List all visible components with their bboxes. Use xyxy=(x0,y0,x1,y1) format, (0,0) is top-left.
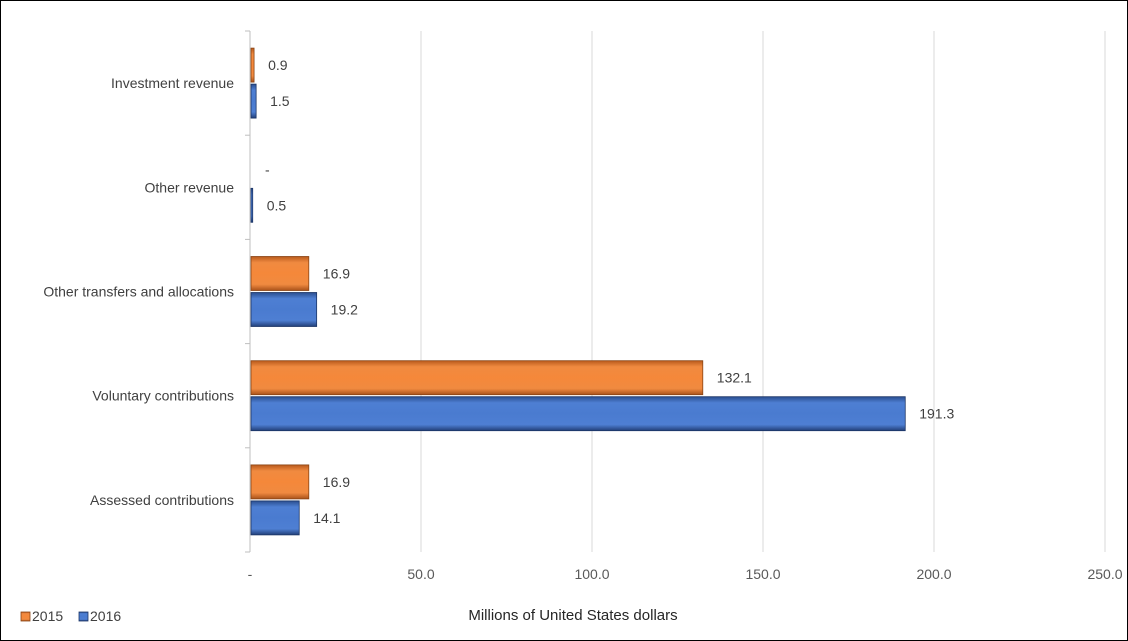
data-label: 14.1 xyxy=(313,510,340,526)
x-tick-label: 200.0 xyxy=(916,566,951,582)
legend: 2015 2016 xyxy=(20,608,121,624)
data-label: 16.9 xyxy=(323,474,350,490)
category-label: Voluntary contributions xyxy=(92,388,234,404)
data-label: 1.5 xyxy=(270,93,290,109)
data-label: 0.9 xyxy=(268,57,288,73)
data-label: 191.3 xyxy=(919,406,954,422)
bar-2016-0 xyxy=(250,500,300,536)
x-tick-label: 50.0 xyxy=(407,566,434,582)
data-label: - xyxy=(265,161,270,177)
legend-label: 2016 xyxy=(90,608,121,624)
gridlines xyxy=(420,31,1106,552)
bar-2015-2 xyxy=(250,256,310,291)
bar-2015-4 xyxy=(250,47,255,83)
category-label: Other revenue xyxy=(145,179,235,195)
bar-2015-0 xyxy=(250,464,310,500)
bar-2016-2 xyxy=(250,292,318,327)
data-label: 16.9 xyxy=(323,266,350,282)
data-label: 132.1 xyxy=(717,370,752,386)
category-labels: Assessed contributions Voluntary contribu… xyxy=(43,75,234,508)
x-tick-label: 250.0 xyxy=(1087,566,1122,582)
bar-2016-4 xyxy=(250,83,257,119)
x-tick-labels: - 50.0 100.0 150.0 200.0 250.0 xyxy=(248,566,1123,582)
bars xyxy=(250,47,906,536)
bar-2016-1 xyxy=(250,396,906,432)
category-label: Other transfers and allocations xyxy=(43,284,234,300)
category-label: Investment revenue xyxy=(111,75,234,91)
data-label: 0.5 xyxy=(267,197,287,213)
bar-2016-3 xyxy=(250,187,254,223)
legend-swatch-2015 xyxy=(20,611,31,622)
x-tick-label: 150.0 xyxy=(745,566,780,582)
legend-swatch-2016 xyxy=(78,611,89,622)
data-label: 19.2 xyxy=(331,302,358,318)
axes xyxy=(245,30,251,553)
data-labels: 16.9 14.1 132.1 191.3 16.9 19.2 - 0.5 0.9 1.5 xyxy=(265,57,954,526)
x-tick-label: 100.0 xyxy=(574,566,609,582)
x-tick-label: - xyxy=(248,566,253,582)
legend-label: 2015 xyxy=(32,608,63,624)
bar-2015-1 xyxy=(250,360,704,396)
x-axis-title: Millions of United States dollars xyxy=(468,607,677,624)
category-label: Assessed contributions xyxy=(90,492,234,508)
